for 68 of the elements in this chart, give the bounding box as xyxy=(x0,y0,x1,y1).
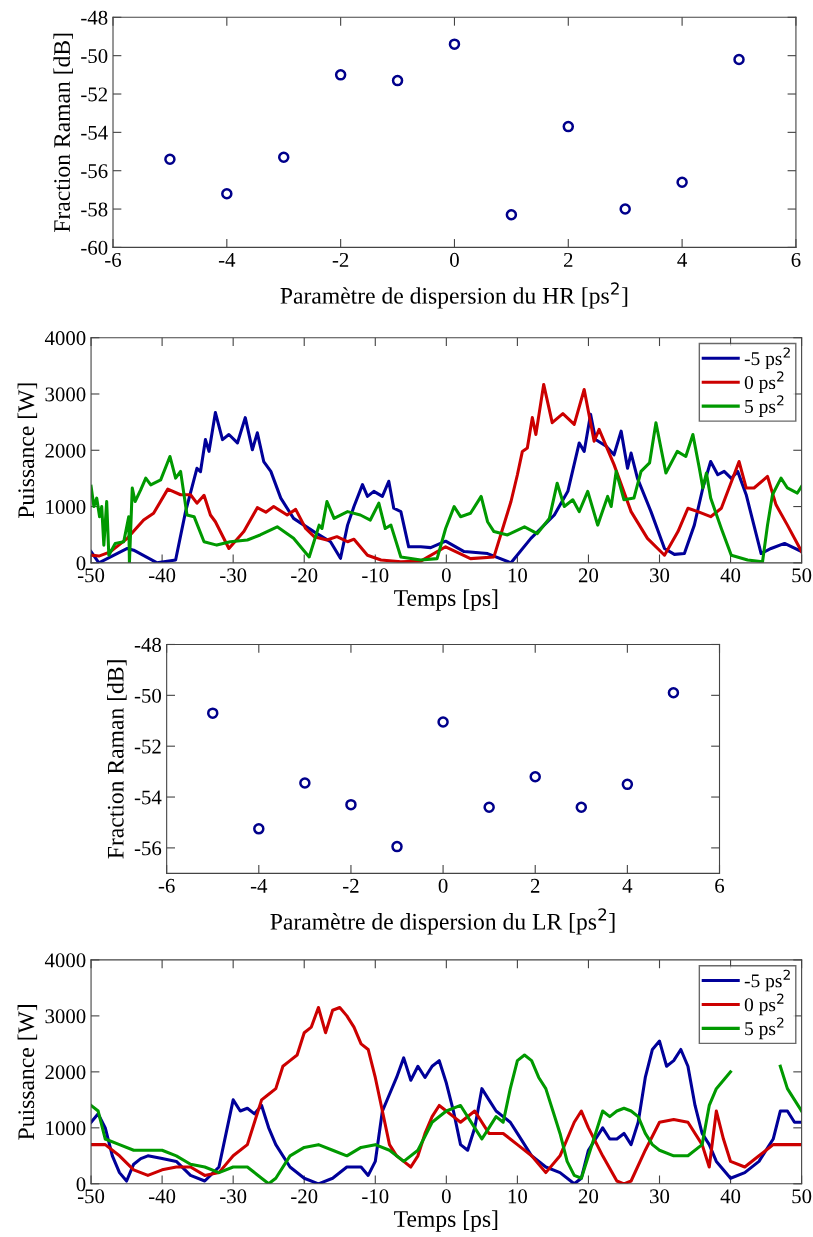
y-tick-label: 3000 xyxy=(45,387,86,402)
legend-label: -5 ps$^{2}$ xyxy=(744,969,790,992)
x-tick-label: 0 xyxy=(450,252,459,267)
y-tick-label: -52 xyxy=(134,739,161,754)
x-tick-label: -2 xyxy=(343,878,359,893)
x-tick-label: 4 xyxy=(677,253,687,267)
x-axis-title: Temps [ps] xyxy=(394,1210,498,1232)
y-tick-label: -48 xyxy=(81,10,108,25)
y-tick-label: -58 xyxy=(81,202,108,217)
x-tick-label: -20 xyxy=(291,568,318,583)
y-axis-title: Fraction Raman [dB] xyxy=(53,33,73,233)
x-tick-label: -20 xyxy=(291,1189,318,1204)
x-tick-label: 40 xyxy=(720,1189,741,1204)
x-tick-label: 50 xyxy=(792,568,812,583)
legend-label: -5 ps$^{2}$ xyxy=(744,347,790,370)
x-tick-label: 0 xyxy=(438,878,448,893)
x-tick-label: 2 xyxy=(563,252,573,267)
x-tick-label: 40 xyxy=(720,568,741,583)
x-tick-label: 0 xyxy=(441,1189,451,1204)
x-tick-label: -4 xyxy=(218,253,236,267)
legend-label: 5 ps$^{2}$ xyxy=(745,395,784,417)
y-tick-label: -54 xyxy=(81,125,108,140)
y-tick-label: -48 xyxy=(134,637,162,652)
x-tick-label: 10 xyxy=(508,1189,528,1204)
y-tick-label: 2000 xyxy=(45,443,86,458)
legend-label: 5 ps$^{2}$ xyxy=(745,1017,784,1040)
y-tick-label: -56 xyxy=(134,841,162,856)
y-tick-label: 1000 xyxy=(46,1121,86,1136)
x-tick-label: 4 xyxy=(622,878,633,893)
legend-label: 0 ps$^{2}$ xyxy=(744,993,784,1016)
x-tick-label: -30 xyxy=(220,568,247,583)
legend-label: 0 ps$^{2}$ xyxy=(744,371,784,394)
y-tick-label: 4000 xyxy=(44,331,86,346)
x-tick-label: -10 xyxy=(362,1189,389,1204)
y-axis-title: Fraction Raman [dB] xyxy=(107,660,127,859)
x-tick-label: 2 xyxy=(530,878,540,893)
x-tick-label: -40 xyxy=(149,1189,176,1204)
x-tick-label: 30 xyxy=(650,1189,670,1204)
y-axis-title: Puissance [W] xyxy=(17,1005,38,1140)
y-tick-label: 3000 xyxy=(45,1009,86,1024)
x-tick-label: 30 xyxy=(650,568,670,583)
x-tick-label: 50 xyxy=(792,1189,812,1204)
x-axis-title: Temps [ps] xyxy=(394,589,498,611)
x-tick-label: -30 xyxy=(220,1189,247,1204)
x-axis-title: Paramètre de dispersion du LR [ps$^{2}$] xyxy=(270,908,615,935)
x-tick-label: -4 xyxy=(250,878,268,893)
x-tick-label: 20 xyxy=(578,568,599,583)
y-tick-label: -60 xyxy=(81,240,108,255)
y-tick-label: -54 xyxy=(134,790,162,805)
x-tick-label: -40 xyxy=(149,568,176,583)
y-tick-label: 2000 xyxy=(45,1065,86,1080)
x-tick-label: 10 xyxy=(508,568,528,583)
x-tick-label: 0 xyxy=(441,568,451,583)
y-tick-label: 4000 xyxy=(44,953,86,968)
x-tick-label: -10 xyxy=(362,568,389,583)
y-tick-label: -56 xyxy=(81,164,108,179)
y-tick-label: 1000 xyxy=(46,499,86,514)
x-tick-label: 20 xyxy=(578,1189,599,1204)
y-axis-title: Puissance [W] xyxy=(17,383,38,519)
x-axis-title: Paramètre de dispersion du HR [ps$^{2}$] xyxy=(280,282,628,309)
x-tick-label: -6 xyxy=(158,878,175,893)
y-tick-label: -50 xyxy=(134,688,162,703)
x-tick-label: -2 xyxy=(332,252,349,267)
x-tick-label: 6 xyxy=(715,878,725,893)
x-tick-label: 6 xyxy=(791,252,801,267)
y-tick-label: -50 xyxy=(81,49,108,64)
x-tick-label: -6 xyxy=(105,252,122,267)
y-tick-label: -52 xyxy=(81,87,107,102)
